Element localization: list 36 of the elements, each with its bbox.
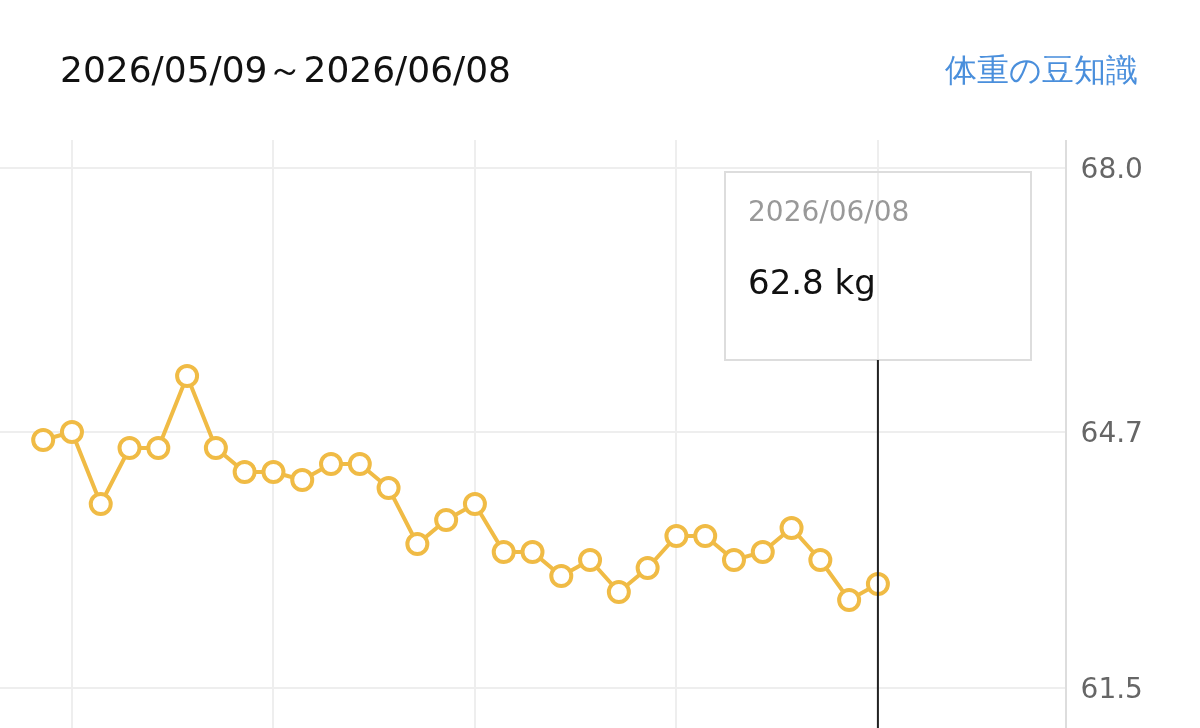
point — [347, 452, 372, 476]
point — [434, 508, 459, 532]
point — [606, 580, 631, 604]
point — [722, 548, 746, 572]
point — [837, 588, 862, 612]
chart-title: 2026/05/09～2026/06/08 — [60, 48, 511, 90]
point — [290, 468, 315, 492]
point — [59, 420, 84, 444]
point — [635, 556, 660, 580]
point — [549, 564, 574, 588]
point — [203, 436, 228, 460]
point — [578, 548, 603, 572]
point — [319, 452, 344, 476]
point — [146, 436, 171, 460]
point — [31, 428, 56, 452]
point — [462, 492, 487, 516]
point — [693, 524, 718, 548]
point — [405, 532, 430, 556]
point — [664, 524, 689, 548]
point — [779, 516, 804, 540]
point — [175, 364, 200, 388]
point — [491, 540, 516, 564]
text: 体重の豆知識 — [945, 51, 1138, 89]
point — [808, 548, 833, 572]
point — [88, 492, 113, 516]
annotation: 2026/06/08 — [748, 195, 910, 228]
point — [750, 540, 775, 564]
y-tick-label: 68.0 — [1080, 151, 1143, 185]
y-tick-label: 61.5 — [1080, 671, 1143, 705]
point — [520, 540, 545, 564]
annotation: 62.8 kg — [748, 261, 876, 302]
point — [232, 460, 257, 484]
point — [261, 460, 286, 484]
y-tick-label: 64.7 — [1080, 415, 1143, 449]
point — [376, 476, 401, 500]
point — [117, 436, 142, 460]
